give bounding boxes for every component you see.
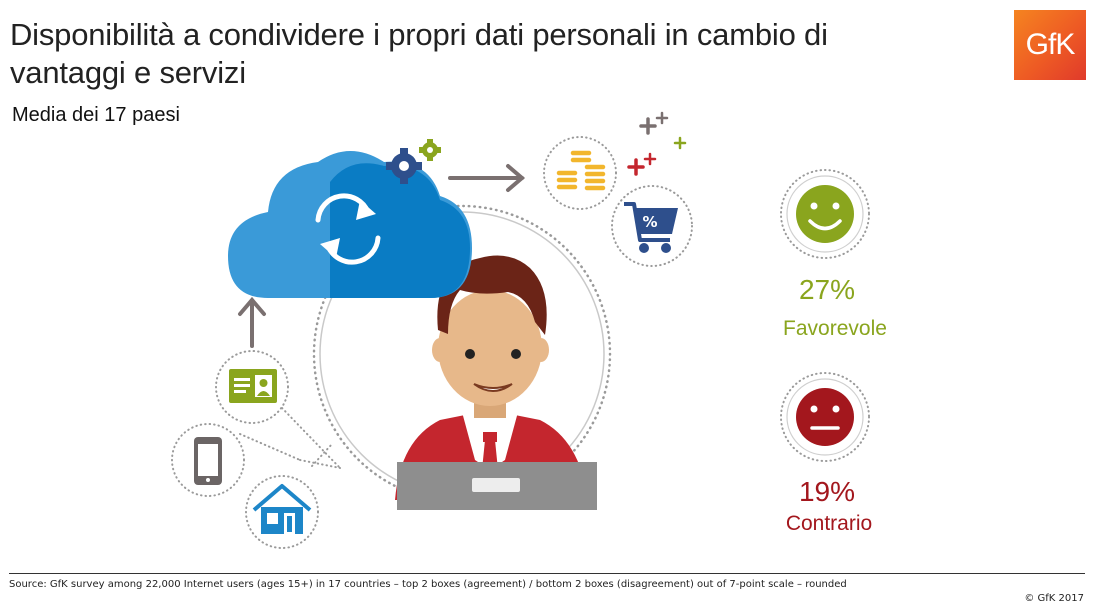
coins-icon [555,149,607,192]
plus-icons [627,111,687,176]
copyright: © GfK 2017 [1024,593,1084,604]
page-subtitle: Media dei 17 paesi [12,104,180,126]
shopping-cart-icon: % [624,202,678,253]
footer-divider [9,573,1085,574]
id-card-icon [229,369,277,403]
neutral-face-icon [796,388,854,446]
smartphone-icon [194,437,222,485]
smiley-icon [796,185,854,243]
svg-text:%: % [642,213,657,231]
contrary-percent: 19% [798,476,856,507]
house-icon [252,484,312,534]
arrow-up-icon [238,296,266,348]
infographic-illustration: % [171,111,870,549]
gfk-logo: GfK [1014,10,1086,80]
person-icon [395,255,597,510]
arrow-right-icon [448,164,526,192]
source-note: Source: GfK survey among 22,000 Internet… [9,579,847,590]
page-title: Disponibilità a condividere i propri dat… [10,17,828,90]
contrary-label: Contrario [785,512,873,535]
favorable-percent: 27% [798,274,856,305]
connection-lines [239,407,341,469]
gears-icon [386,139,441,184]
cloud-icon [228,151,472,298]
favorable-label: Favorevole [783,317,887,340]
